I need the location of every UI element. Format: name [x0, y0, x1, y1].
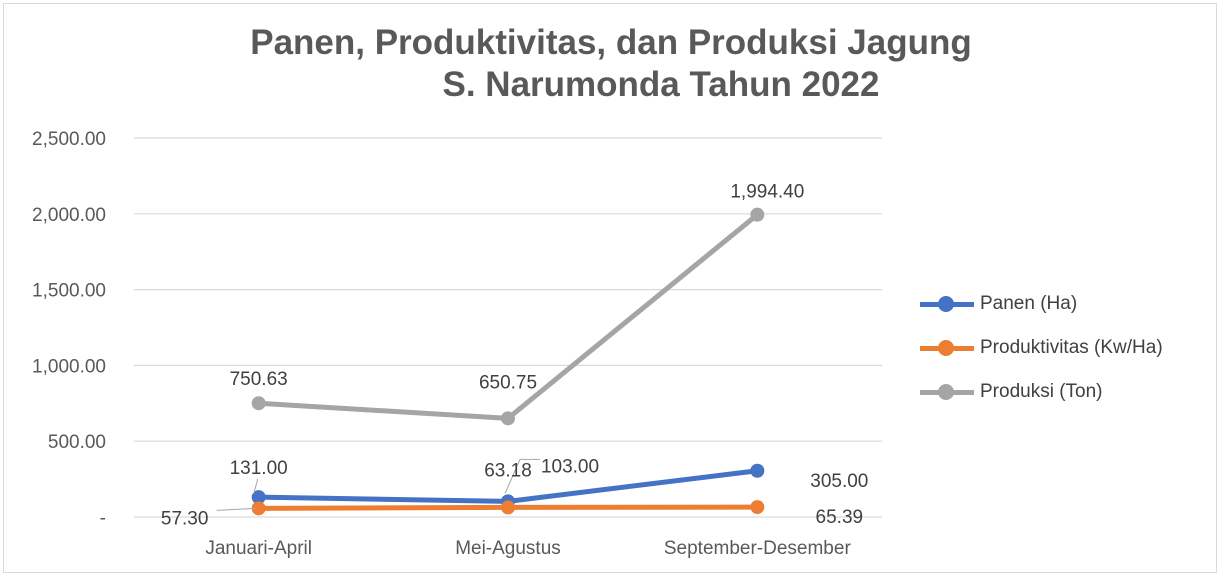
legend-marker-produktivitas: [918, 338, 976, 358]
data-label: 63.18: [484, 460, 532, 481]
data-point: [501, 411, 515, 426]
data-label: 57.30: [161, 508, 209, 529]
y-tick-label: 1,500.00: [32, 281, 106, 302]
data-point: [501, 500, 515, 515]
data-label: 750.63: [230, 369, 288, 390]
y-tick-label: 2,500.00: [32, 129, 106, 150]
y-tick-label: 1,000.00: [32, 356, 106, 377]
data-label: 650.75: [479, 372, 537, 393]
data-label: 65.39: [816, 507, 864, 528]
chart-title: Panen, Produktivitas, dan Produksi Jagun…: [0, 22, 1222, 106]
data-label-leader: [253, 479, 259, 495]
legend-label-produksi: Produksi (Ton): [980, 381, 1103, 402]
chart-title-line-2: S. Narumonda Tahun 2022: [442, 65, 880, 104]
legend-marker-produksi: [918, 382, 976, 402]
y-tick-label: -: [100, 508, 106, 529]
data-label: 103.00: [541, 456, 599, 477]
data-point: [750, 207, 765, 222]
data-point: [750, 463, 765, 478]
legend: Panen (Ha) Produktivitas (Kw/Ha) Produks…: [918, 282, 1163, 414]
legend-item-produksi: Produksi (Ton): [918, 370, 1163, 414]
data-point: [251, 501, 266, 516]
legend-marker-panen: [918, 294, 976, 314]
y-tick-label: 2,000.00: [32, 205, 106, 226]
x-tick-label: Januari-April: [205, 538, 312, 559]
x-tick-label: September-Desember: [664, 538, 852, 559]
legend-label-produktivitas: Produktivitas (Kw/Ha): [980, 337, 1163, 358]
data-point: [750, 500, 765, 515]
chart-title-line-1: Panen, Produktivitas, dan Produksi Jagun…: [250, 23, 972, 62]
data-point: [251, 490, 266, 505]
data-label-leader: [216, 507, 257, 511]
data-label: 131.00: [230, 458, 288, 479]
data-label: 305.00: [810, 471, 868, 492]
legend-label-panen: Panen (Ha): [980, 293, 1078, 314]
data-label: 1,994.40: [730, 182, 804, 203]
legend-item-produktivitas: Produktivitas (Kw/Ha): [918, 326, 1163, 370]
x-tick-label: Mei-Agustus: [455, 538, 561, 559]
data-point: [251, 396, 266, 411]
chart-area: [3, 3, 1217, 573]
data-label-leader: [504, 458, 540, 494]
legend-item-panen: Panen (Ha): [918, 282, 1163, 326]
y-tick-label: 500.00: [48, 432, 106, 453]
